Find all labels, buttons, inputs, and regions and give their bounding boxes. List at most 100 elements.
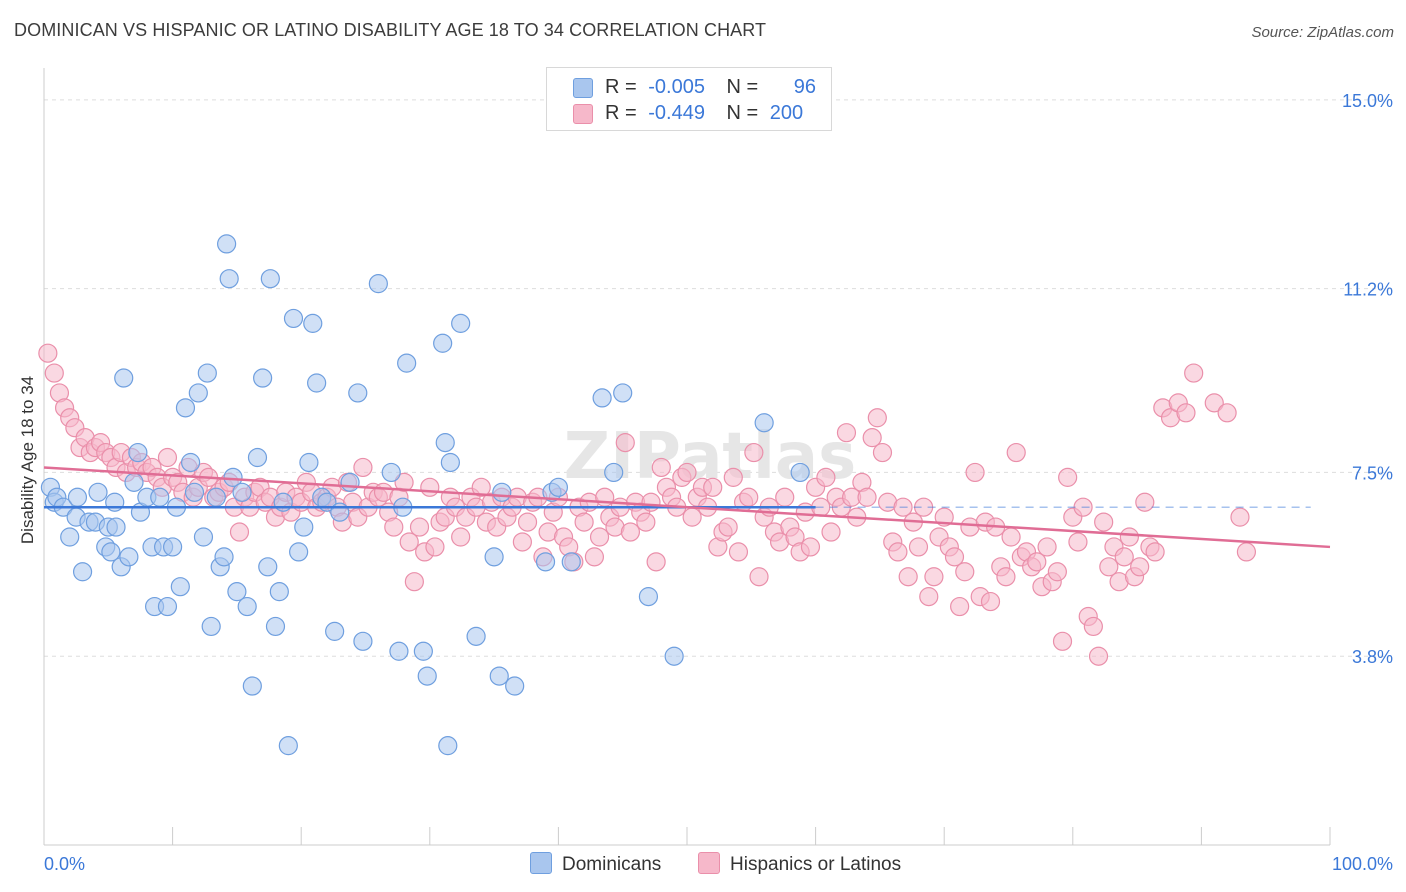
blue-swatch [530, 852, 552, 874]
blue-point [232, 482, 252, 502]
pink-point [1068, 532, 1088, 552]
pink-point [646, 552, 666, 572]
blue-point [67, 487, 88, 507]
blue-point [163, 537, 183, 557]
legend-n-value: 96 [793, 76, 817, 98]
blue-point [201, 616, 221, 637]
blue-point [242, 676, 262, 696]
blue-point [451, 313, 471, 333]
blue-point [181, 452, 201, 473]
bottom-legend-pink: Hispanics or Latinos [698, 852, 901, 876]
pink-point [898, 567, 918, 587]
chart-title: DOMINICAN VS HISPANIC OR LATINO DISABILI… [14, 20, 767, 40]
pink-point [1236, 542, 1257, 562]
pink-point [744, 442, 764, 463]
blue-point [289, 542, 309, 562]
blue-point [535, 552, 556, 572]
pink-point [908, 537, 929, 557]
blue-point [253, 368, 273, 388]
blue-point [150, 487, 170, 507]
pink-point [512, 532, 532, 552]
blue-point [128, 442, 148, 463]
pink-point [682, 507, 702, 527]
y-tick-label: 11.2% [1343, 280, 1393, 300]
pink-point [1204, 393, 1224, 413]
legend-n-value: 200 [769, 102, 804, 124]
pink-point [620, 522, 641, 542]
blue-point [438, 736, 458, 756]
y-axis-label: Disability Age 18 to 34 [18, 376, 37, 544]
pink-point [1094, 512, 1114, 532]
pink-point [1145, 542, 1165, 562]
blue-point [466, 626, 486, 646]
pink-point [1037, 537, 1057, 557]
blue-point [60, 527, 80, 547]
trend-lines [43, 466, 1331, 549]
pink-point [1230, 507, 1250, 527]
blue-point [227, 582, 247, 602]
blue-point [101, 542, 121, 562]
pink-point [867, 408, 887, 428]
pink-point [1119, 527, 1139, 547]
blue-point [124, 472, 144, 492]
pink-series-label: Hispanics or Latinos [730, 854, 902, 875]
pink-point [1006, 442, 1026, 463]
blue-point [157, 596, 178, 617]
blue-point [561, 552, 581, 572]
pink-point [38, 343, 58, 363]
bottom-legend-blue: Dominicans [530, 852, 661, 876]
pink-point [44, 363, 64, 383]
blue-point [505, 676, 525, 696]
blue-point [278, 736, 298, 756]
pink-point [425, 537, 445, 557]
blue-point [340, 472, 360, 492]
blue-point [88, 482, 108, 502]
blue-point [193, 527, 214, 547]
blue-point [417, 666, 437, 686]
y-tick-label: 7.5% [1352, 463, 1393, 483]
pink-point [1088, 646, 1109, 666]
pink-point [749, 567, 769, 587]
pink-point [404, 572, 424, 592]
blue-point [330, 502, 350, 522]
pink-point [651, 457, 671, 478]
pink-point [703, 477, 723, 497]
blue-point [273, 492, 293, 512]
blue-point [184, 482, 205, 502]
blue-point [197, 363, 217, 383]
blue-point [260, 269, 280, 289]
blue-point [105, 492, 125, 512]
blue-point [269, 582, 289, 602]
pink-point [1135, 492, 1155, 512]
legend-r-label: R = [605, 76, 637, 98]
pink-point [996, 567, 1016, 587]
pink-point [636, 512, 656, 532]
pink-point [980, 591, 1001, 612]
pink-point [1114, 547, 1134, 567]
pink-point [800, 537, 821, 557]
blue-point [214, 547, 234, 567]
pink-point [862, 428, 882, 448]
blue-point [170, 577, 190, 597]
pink-point [739, 487, 759, 507]
pink-point [420, 477, 440, 497]
blue-point [664, 646, 684, 666]
pink-point [718, 517, 738, 537]
blue-point [368, 274, 388, 294]
pink-point [857, 487, 877, 507]
pink-point [1083, 616, 1103, 637]
pink-point [517, 512, 538, 532]
pink-point [1001, 527, 1021, 547]
pink-point [157, 447, 178, 468]
blue-point [489, 666, 509, 686]
blue-point [307, 373, 327, 393]
pink-point [471, 477, 491, 497]
legend-r-value: -0.449 [648, 102, 705, 124]
pink-point [728, 542, 749, 562]
pink-point [399, 532, 419, 552]
blue-point [258, 557, 278, 577]
blue-point [217, 234, 237, 254]
blue-point [237, 596, 257, 617]
blue-point [440, 452, 460, 473]
pink-point [723, 467, 743, 487]
